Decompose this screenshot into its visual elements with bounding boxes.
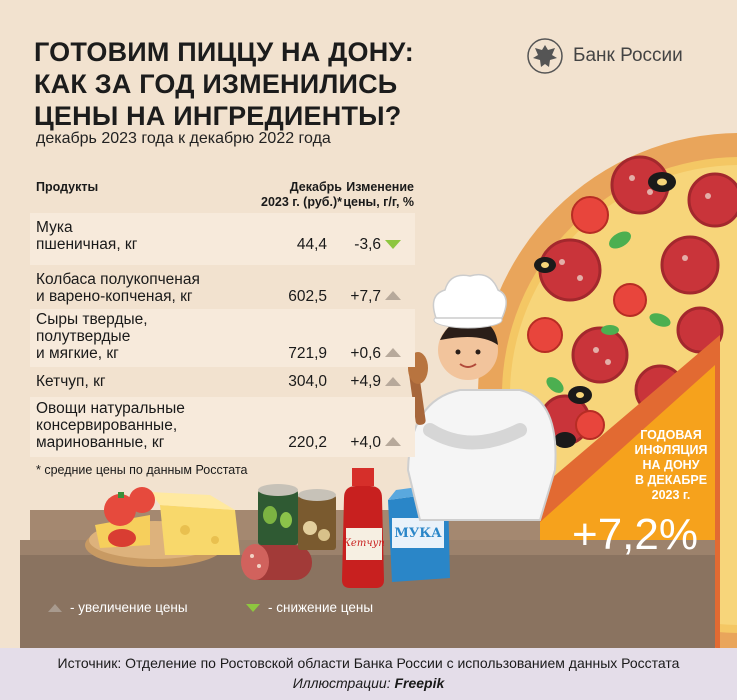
product-name: Кетчуп, кг: [36, 373, 106, 390]
product-name-line: и варено-копченая, кг: [36, 288, 193, 305]
header-change-line-2: цены, г/г, %: [343, 195, 414, 209]
chef-illustration: [406, 273, 557, 521]
table-row: Овощи натуральные консервированные, мари…: [30, 397, 415, 457]
change-value: +7,7: [350, 288, 381, 305]
product-name-line: и мягкие, кг: [36, 345, 119, 362]
table-row: Колбаса полукопченая и варено-копченая, …: [30, 267, 415, 309]
price-value: 602,5: [288, 288, 327, 305]
cheese-board-icon: [85, 487, 240, 567]
change-value: +4,0: [350, 434, 381, 451]
badge-label-line: ИНФЛЯЦИЯ: [634, 443, 708, 457]
price-up-arrow-icon: [385, 437, 401, 446]
product-name-line: консервированные,: [36, 417, 178, 434]
title-line-2: КАК ЗА ГОД ИЗМЕНИЛИСЬ: [34, 69, 398, 99]
table-row: Кетчуп, кг 304,0 +4,9: [30, 367, 415, 397]
price-value: 44,4: [296, 236, 327, 253]
pizza-scene-illustration: [20, 133, 737, 648]
page-subtitle: декабрь 2023 года к декабрю 2022 года: [36, 130, 331, 147]
product-name-line: Кетчуп, кг: [36, 373, 106, 390]
eagle-emblem-icon: [527, 38, 563, 74]
product-name-line: маринованные, кг: [36, 434, 165, 451]
inflation-badge-label: ГОДОВАЯ ИНФЛЯЦИЯ НА ДОНУ В ДЕКАБРЕ 2023 …: [622, 428, 720, 503]
price-up-arrow-icon: [385, 348, 401, 357]
decrease-arrow-icon: [246, 603, 260, 612]
badge-label-line: 2023 г.: [651, 488, 691, 502]
ketchup-label: Кетчуп: [343, 538, 385, 549]
change-value: +4,9: [350, 373, 381, 390]
source-text: Источник: Отделение по Ростовской област…: [57, 655, 680, 671]
illustrations-value: Freepik: [394, 675, 445, 691]
bank-of-russia-brand: Банк России: [527, 38, 683, 74]
title-line-1: ГОТОВИМ ПИЦЦУ НА ДОНУ:: [34, 37, 414, 67]
pizza-icon: [478, 133, 737, 648]
price-up-arrow-icon: [385, 291, 401, 300]
brand-name: Банк России: [573, 45, 683, 66]
canned-vegetables-icon: [258, 484, 336, 550]
product-name-line: полутвердые: [36, 328, 131, 345]
product-name: Овощи натуральные консервированные, мари…: [36, 400, 185, 451]
product-name-line: Колбаса полукопченая: [36, 271, 200, 288]
footnote: * средние цены по данным Росстата: [36, 463, 248, 477]
product-name: Сыры твердые, полутвердые и мягкие, кг: [36, 311, 148, 362]
price-up-arrow-icon: [385, 377, 401, 386]
source-footer: Источник: Отделение по Ростовской област…: [0, 648, 737, 700]
increase-arrow-icon: [48, 603, 62, 612]
price-value: 721,9: [288, 345, 327, 362]
title-line-3: ЦЕНЫ НА ИНГРЕДИЕНТЫ?: [34, 101, 402, 131]
header-price-line-1: Декабрь: [289, 180, 342, 194]
product-name: Колбаса полукопченая и варено-копченая, …: [36, 271, 200, 305]
sausage-icon: [241, 544, 312, 580]
legend-increase: - увеличение цены: [48, 600, 188, 615]
illustrations-label: Иллюстрации:: [292, 675, 391, 691]
page-title: ГОТОВИМ ПИЦЦУ НА ДОНУ: КАК ЗА ГОД ИЗМЕНИ…: [34, 36, 494, 132]
legend-decrease-label: - снижение цены: [268, 600, 374, 615]
product-name-line: Овощи натуральные: [36, 400, 185, 417]
header-change-line-1: Изменение: [346, 180, 414, 194]
badge-label-line: В ДЕКАБРЕ: [634, 473, 708, 487]
product-name-line: Сыры твердые,: [36, 311, 148, 328]
table-row: Сыры твердые, полутвердые и мягкие, кг 7…: [30, 309, 415, 367]
illustrations-credit: Иллюстрации: Freepik: [0, 673, 737, 693]
legend-decrease: - снижение цены: [246, 600, 373, 615]
inflation-badge-value: +7,2%: [572, 510, 698, 559]
price-value: 220,2: [288, 434, 327, 451]
badge-label-line: НА ДОНУ: [642, 458, 700, 472]
header-price-line-2: 2023 г. (руб.)*: [261, 195, 342, 209]
table-header: Продукты Декабрь 2023 г. (руб.)* Изменен…: [30, 170, 415, 210]
header-change: Изменение цены, г/г, %: [330, 180, 414, 210]
flour-label: МУКА: [394, 526, 442, 541]
price-table: Продукты Декабрь 2023 г. (руб.)* Изменен…: [30, 170, 415, 457]
legend-increase-label: - увеличение цены: [70, 600, 188, 615]
change-value: +0,6: [350, 345, 381, 362]
change-value: -3,6: [354, 236, 381, 253]
header-product: Продукты: [36, 180, 99, 194]
product-name-line: Мука: [36, 219, 73, 236]
price-down-arrow-icon: [385, 240, 401, 249]
price-value: 304,0: [288, 373, 327, 390]
header-price: Декабрь 2023 г. (руб.)*: [202, 180, 342, 210]
product-name: Мука пшеничная, кг: [36, 219, 137, 253]
table-row: Мука пшеничная, кг 44,4 -3,6: [30, 213, 415, 265]
product-name-line: пшеничная, кг: [36, 236, 138, 253]
ketchup-bottle-icon: [342, 468, 384, 588]
badge-label-line: ГОДОВАЯ: [640, 428, 702, 442]
